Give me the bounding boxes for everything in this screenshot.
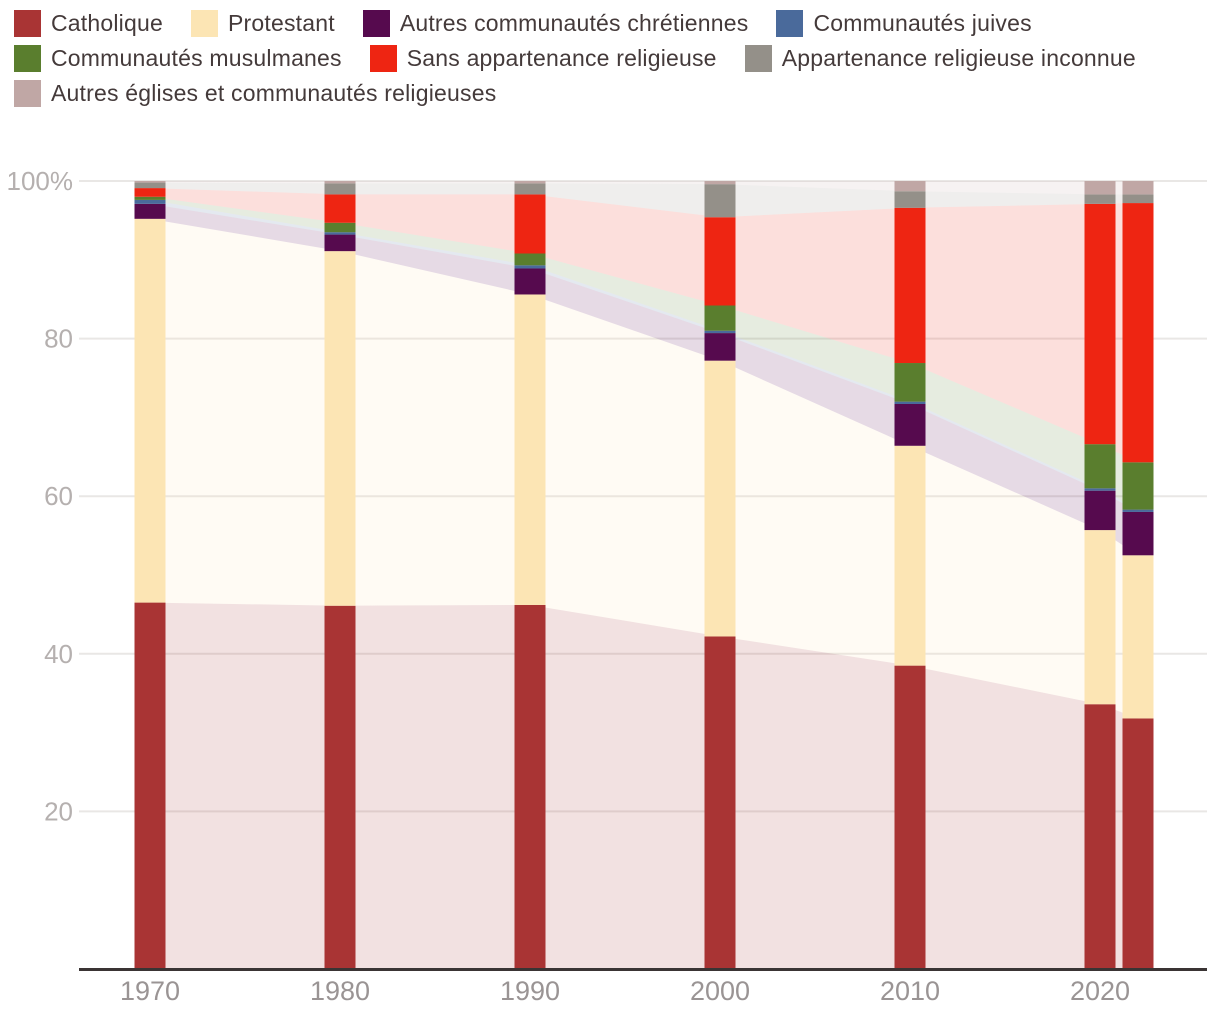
bar-segment[interactable]	[1084, 181, 1116, 195]
chart-legend: Catholique Protestant Autres communautés c…	[14, 10, 1209, 107]
x-axis-tick-label: 2010	[880, 976, 940, 1006]
bar-segment[interactable]	[1084, 194, 1116, 204]
legend-item[interactable]: Catholique	[14, 10, 163, 37]
bar-segment[interactable]	[134, 196, 166, 200]
legend-item[interactable]: Communautés musulmanes	[14, 45, 342, 72]
bar-segment[interactable]	[704, 305, 736, 331]
legend-item[interactable]: Protestant	[190, 10, 335, 37]
x-axis-tick-label: 2000	[690, 976, 750, 1006]
bar-segment[interactable]	[324, 605, 356, 969]
series-area	[150, 218, 1138, 719]
bar-segment[interactable]	[1122, 194, 1154, 204]
bar-segment[interactable]	[894, 363, 926, 402]
bar-segment[interactable]	[324, 194, 356, 223]
bar-segment[interactable]	[894, 401, 926, 405]
bar-segment[interactable]	[514, 604, 546, 969]
bar-segment[interactable]	[324, 181, 356, 184]
series-area	[150, 182, 1138, 218]
bar-segment[interactable]	[134, 218, 166, 603]
bar-segment[interactable]	[134, 203, 166, 219]
legend-swatch-icon	[776, 10, 804, 37]
bar-segment[interactable]	[1084, 490, 1116, 531]
bar-segment[interactable]	[514, 194, 546, 254]
legend-item[interactable]: Communautés juives	[776, 10, 1032, 37]
series-area	[150, 181, 1138, 195]
legend-item[interactable]: Sans appartenance religieuse	[369, 45, 717, 72]
bar-segment[interactable]	[704, 181, 736, 185]
bar-segment[interactable]	[514, 294, 546, 605]
y-axis-tick-label: 60	[44, 481, 73, 511]
legend-item-label: Autres églises et communautés religieuse…	[51, 80, 497, 106]
series-area	[150, 188, 1138, 463]
bar-segment[interactable]	[894, 191, 926, 208]
bar-segment[interactable]	[514, 181, 546, 184]
x-axis-tick-label: 2020	[1070, 976, 1130, 1006]
legend-swatch-icon	[744, 45, 772, 72]
bar-segment[interactable]	[894, 665, 926, 969]
bar-segment[interactable]	[704, 330, 736, 334]
bar-segment[interactable]	[894, 181, 926, 192]
bar-segment[interactable]	[1122, 511, 1154, 556]
bar-segment[interactable]	[134, 182, 166, 189]
bar-segment[interactable]	[1084, 203, 1116, 445]
bar-segment[interactable]	[1122, 718, 1154, 969]
series-area	[150, 602, 1138, 969]
bar-segment[interactable]	[514, 183, 546, 195]
legend-item[interactable]: Autres communautés chrétiennes	[362, 10, 749, 37]
bar-segment[interactable]	[134, 602, 166, 969]
bar-segment[interactable]	[1122, 181, 1154, 195]
legend-swatch-icon	[14, 45, 41, 72]
bar-segment[interactable]	[704, 360, 736, 637]
bar-segment[interactable]	[1084, 444, 1116, 489]
bar-segment[interactable]	[514, 268, 546, 295]
legend-swatch-icon	[369, 45, 397, 72]
bar-segment[interactable]	[514, 265, 546, 269]
legend-swatch-icon	[362, 10, 390, 37]
legend-item-label: Autres communautés chrétiennes	[399, 10, 749, 36]
bar-segment[interactable]	[704, 333, 736, 361]
x-axis-tick-label: 1980	[310, 976, 370, 1006]
bar-segment[interactable]	[1122, 555, 1154, 719]
legend-item-label: Appartenance religieuse inconnue	[781, 45, 1136, 71]
bar-segment[interactable]	[324, 234, 356, 252]
legend-swatch-icon	[14, 80, 41, 107]
bar-segment[interactable]	[1084, 530, 1116, 705]
bar-segment[interactable]	[134, 181, 166, 183]
bar-segment[interactable]	[704, 184, 736, 218]
legend-swatch-icon	[190, 10, 218, 37]
bar-segment[interactable]	[134, 188, 166, 197]
legend-item-label: Protestant	[227, 10, 335, 36]
bar-segment[interactable]	[1122, 203, 1154, 463]
legend-item[interactable]: Appartenance religieuse inconnue	[744, 45, 1136, 72]
bar-segment[interactable]	[1122, 462, 1154, 510]
bar-segment[interactable]	[1122, 509, 1154, 512]
y-axis-tick-label: 80	[44, 324, 73, 354]
x-axis-tick-label: 1970	[120, 976, 180, 1006]
legend-item-label: Sans appartenance religieuse	[406, 45, 717, 71]
bar-segment[interactable]	[704, 636, 736, 969]
bar-segment[interactable]	[894, 404, 926, 446]
bar-segment[interactable]	[894, 207, 926, 364]
bar-segment[interactable]	[1084, 488, 1116, 491]
y-axis-tick-label: 40	[44, 639, 73, 669]
bar-segment[interactable]	[704, 217, 736, 306]
bar-segment[interactable]	[134, 199, 166, 204]
bar-segment[interactable]	[324, 222, 356, 233]
y-axis-tick-label: 100%	[7, 166, 74, 196]
y-axis-tick-label: 20	[44, 796, 73, 826]
bar-segment[interactable]	[324, 183, 356, 195]
x-axis-tick-label: 1990	[500, 976, 560, 1006]
legend-item-label: Catholique	[51, 10, 163, 36]
bar-segment[interactable]	[324, 251, 356, 606]
legend-swatch-icon	[14, 10, 41, 37]
legend-item-label: Communautés juives	[813, 10, 1032, 36]
bar-segment[interactable]	[324, 232, 356, 235]
bar-segment[interactable]	[1084, 704, 1116, 969]
legend-item-label: Communautés musulmanes	[51, 45, 342, 71]
bar-segment[interactable]	[894, 445, 926, 666]
legend-item[interactable]: Autres églises et communautés religieuse…	[14, 80, 496, 107]
bar-segment[interactable]	[514, 253, 546, 266]
